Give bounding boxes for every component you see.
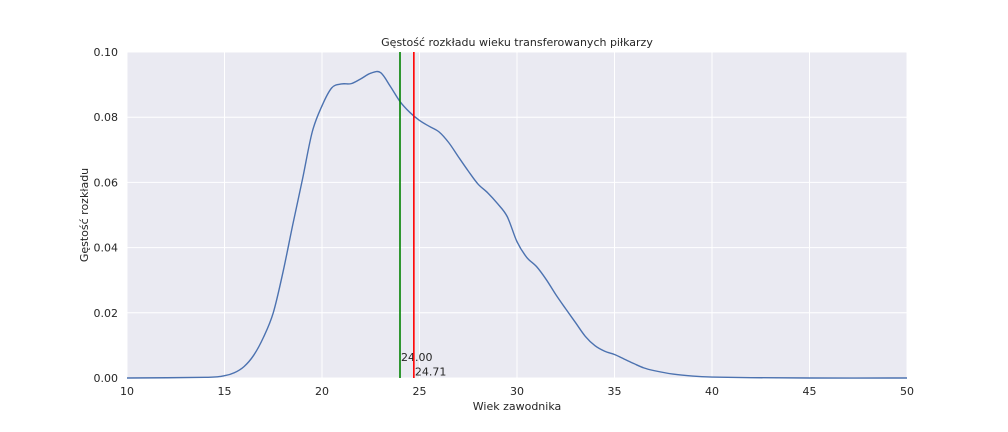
x-axis-ticks: 10 15 20 25 30 35 40 45 50 <box>120 385 914 398</box>
median-label: 24.00 <box>401 351 433 364</box>
mean-label: 24.71 <box>415 365 447 378</box>
density-curve-layer <box>126 70 908 379</box>
x-tick-label: 10 <box>120 385 134 398</box>
x-tick-label: 35 <box>608 385 622 398</box>
x-axis-label: Wiek zawodnika <box>473 400 562 413</box>
y-tick-label: 0.04 <box>94 242 119 255</box>
y-tick-label: 0.02 <box>94 307 119 320</box>
y-axis-ticks: 0.00 0.02 0.04 0.06 0.08 0.10 <box>94 46 119 385</box>
x-tick-label: 30 <box>510 385 524 398</box>
y-tick-label: 0.06 <box>94 176 119 189</box>
density-curve <box>126 70 908 379</box>
y-tick-label: 0.10 <box>94 46 119 59</box>
x-tick-label: 20 <box>315 385 329 398</box>
chart-title: Gęstość rozkładu wieku transferowanych p… <box>381 36 653 49</box>
y-tick-label: 0.00 <box>94 372 119 385</box>
y-axis-label: Gęstość rozkładu <box>78 168 91 262</box>
x-tick-label: 40 <box>705 385 719 398</box>
y-tick-label: 0.08 <box>94 111 119 124</box>
x-tick-label: 25 <box>413 385 427 398</box>
x-tick-label: 50 <box>900 385 914 398</box>
x-tick-label: 15 <box>218 385 232 398</box>
x-tick-label: 45 <box>803 385 817 398</box>
